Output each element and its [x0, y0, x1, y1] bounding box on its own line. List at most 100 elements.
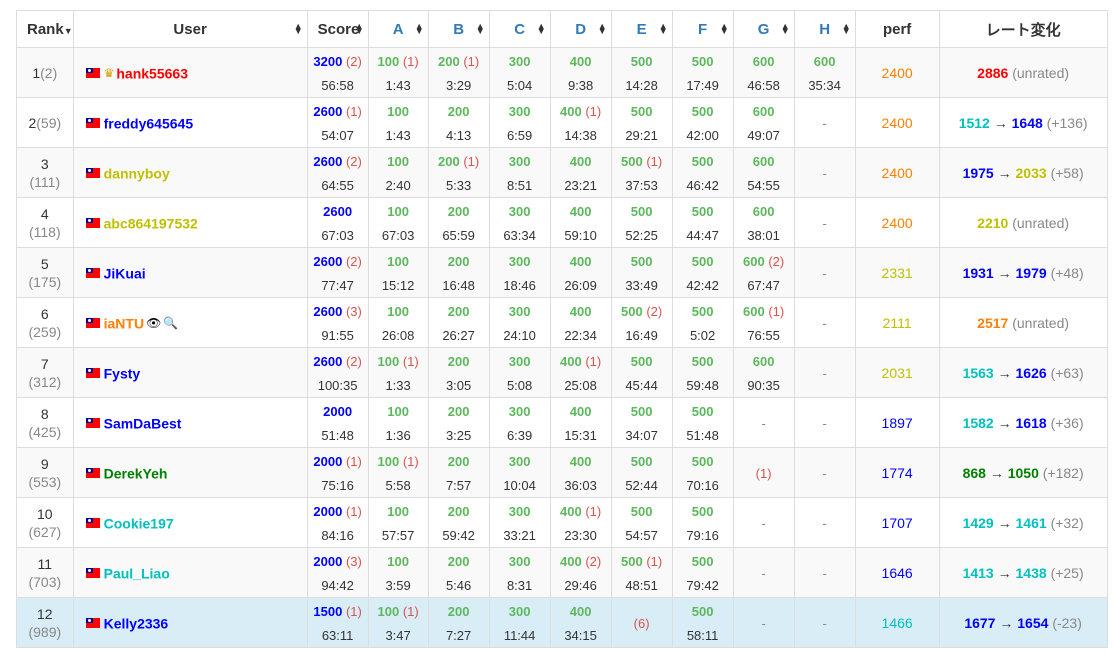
solve-time: 8:31: [506, 577, 533, 593]
solve-time: 34:07: [625, 427, 658, 443]
points: 600: [743, 303, 765, 319]
penalty-count: (1): [402, 603, 419, 619]
no-submission: -: [822, 365, 827, 381]
username-link[interactable]: Paul_Liao: [103, 565, 170, 582]
solve-time: 52:44: [625, 477, 658, 493]
username-link[interactable]: dannyboy: [103, 165, 170, 182]
problem-header-f[interactable]: F ▲ ▼: [671, 10, 734, 48]
problem-header-g[interactable]: G ▲ ▼: [732, 10, 795, 48]
user-cell: dannyboy: [72, 147, 308, 198]
solve-time: 33:49: [625, 277, 658, 293]
problem-cell-e: 500 (2) 16:49: [610, 297, 673, 348]
problem-header-e[interactable]: E ▲ ▼: [610, 10, 673, 48]
username-link[interactable]: abc864197532: [103, 215, 198, 232]
total-score: 1500 (1): [308, 599, 368, 624]
points: 300: [508, 553, 531, 569]
problem-header-c[interactable]: C ▲ ▼: [488, 10, 551, 48]
problem-score: 500: [673, 199, 733, 224]
problem-b-label: B: [453, 20, 465, 38]
username-link[interactable]: DerekYeh: [103, 465, 168, 482]
problem-cell-d: 400 34:15: [549, 597, 612, 648]
username-link[interactable]: freddy645645: [103, 115, 194, 132]
rank-cell: 10 (627): [16, 497, 74, 548]
old-rating: 1429: [962, 514, 994, 531]
caret-down-icon: ▼: [63, 25, 73, 36]
problem-score: 300: [490, 249, 550, 274]
rating-delta: (+136): [1046, 114, 1088, 131]
problem-header-h[interactable]: H ▲ ▼: [793, 10, 856, 48]
sort-arrows-icon: ▲ ▼: [658, 21, 668, 36]
problem-cell-d: 400 36:03: [549, 447, 612, 498]
old-rating: 2886: [977, 64, 1009, 81]
problem-score: 100: [369, 499, 428, 524]
points: 400: [560, 553, 582, 569]
problem-cell-a: 100 1:43: [367, 97, 429, 148]
total-score: 2600 (2): [308, 349, 368, 374]
problem-score: 500: [673, 299, 733, 324]
sort-arrows-icon: ▲ ▼: [414, 21, 424, 36]
problem-cell-d: 400 22:34: [549, 297, 612, 348]
problem-score: 500 (1): [612, 149, 672, 174]
username-link[interactable]: Kelly2336: [103, 615, 169, 632]
table-row: 9 (553) DerekYeh 2000 (1) 75:16 100 (1) 5:58 20…: [16, 447, 1108, 498]
score-value: 1500: [313, 603, 343, 619]
total-time: 51:48: [321, 427, 354, 443]
points: 400: [569, 403, 592, 419]
username-link[interactable]: SamDaBest: [103, 415, 182, 432]
problem-cell-f: 500 79:16: [671, 497, 734, 548]
no-submission: -: [822, 415, 827, 431]
previous-rank: (989): [28, 623, 62, 640]
points: 500: [621, 303, 643, 319]
solve-time: 26:27: [442, 327, 475, 343]
sort-arrows-icon: ▲ ▼: [293, 21, 303, 36]
points: 500: [691, 453, 714, 469]
points: 200: [447, 503, 470, 519]
points: 500: [621, 153, 643, 169]
problem-header-d[interactable]: D ▲ ▼: [549, 10, 612, 48]
points: 400: [569, 603, 592, 619]
score-cell: 2000 (1) 84:16: [306, 497, 369, 548]
user-header[interactable]: User ▲ ▼: [72, 10, 308, 48]
problem-cell-f: 500 17:49: [671, 47, 734, 98]
username-link[interactable]: JiKuai: [103, 265, 146, 282]
problem-cell-h: -: [793, 247, 856, 298]
score-cell: 3200 (2) 56:58: [306, 47, 369, 98]
username-link[interactable]: Fysty: [103, 365, 141, 382]
solve-time: 38:01: [747, 227, 780, 243]
problem-header-a[interactable]: A ▲ ▼: [367, 10, 429, 48]
search-icon[interactable]: 🔍: [163, 316, 179, 331]
rating-change-cell: 1512 → 1648 (+136): [938, 97, 1108, 148]
sort-arrows-icon: ▲ ▼: [536, 21, 546, 36]
problem-cell-e: 500 54:57: [610, 497, 673, 548]
rank-value: 2: [28, 114, 37, 131]
points: 100: [387, 403, 409, 419]
problem-cell-b: 200 (1) 3:29: [427, 47, 490, 98]
problem-cell-d: 400 26:09: [549, 247, 612, 298]
problem-score: 100 (1): [369, 49, 428, 74]
solve-time: 1:43: [385, 77, 411, 93]
score-header[interactable]: Score ▲ ▼: [306, 10, 369, 48]
problem-score: 500: [612, 199, 672, 224]
score-cell: 2000 (1) 75:16: [306, 447, 369, 498]
points: 400: [569, 453, 592, 469]
no-submission: -: [822, 315, 827, 331]
rank-header-label: Rank: [27, 20, 64, 38]
solve-time: 25:08: [564, 377, 597, 393]
username-link[interactable]: hank55663: [116, 65, 188, 82]
problem-score: 200: [429, 549, 489, 574]
problem-score: 300: [490, 599, 550, 624]
username-link[interactable]: iaNTU: [103, 315, 145, 332]
penalty-count: (2): [345, 153, 362, 169]
problem-score: 200: [429, 599, 489, 624]
problem-header-b[interactable]: B ▲ ▼: [427, 10, 490, 48]
solve-time: 1:43: [385, 127, 411, 143]
taiwan-flag-icon: [85, 518, 100, 529]
problem-score: 100 (1): [369, 349, 428, 374]
username-link[interactable]: Cookie197: [103, 515, 174, 532]
eye-icon[interactable]: 👁: [146, 316, 162, 331]
solve-time: 17:49: [686, 77, 719, 93]
points: 500: [691, 553, 714, 569]
solve-time: 10:04: [503, 477, 536, 493]
rank-header[interactable]: Rank▼: [16, 10, 74, 48]
penalty-count: (1): [345, 503, 362, 519]
